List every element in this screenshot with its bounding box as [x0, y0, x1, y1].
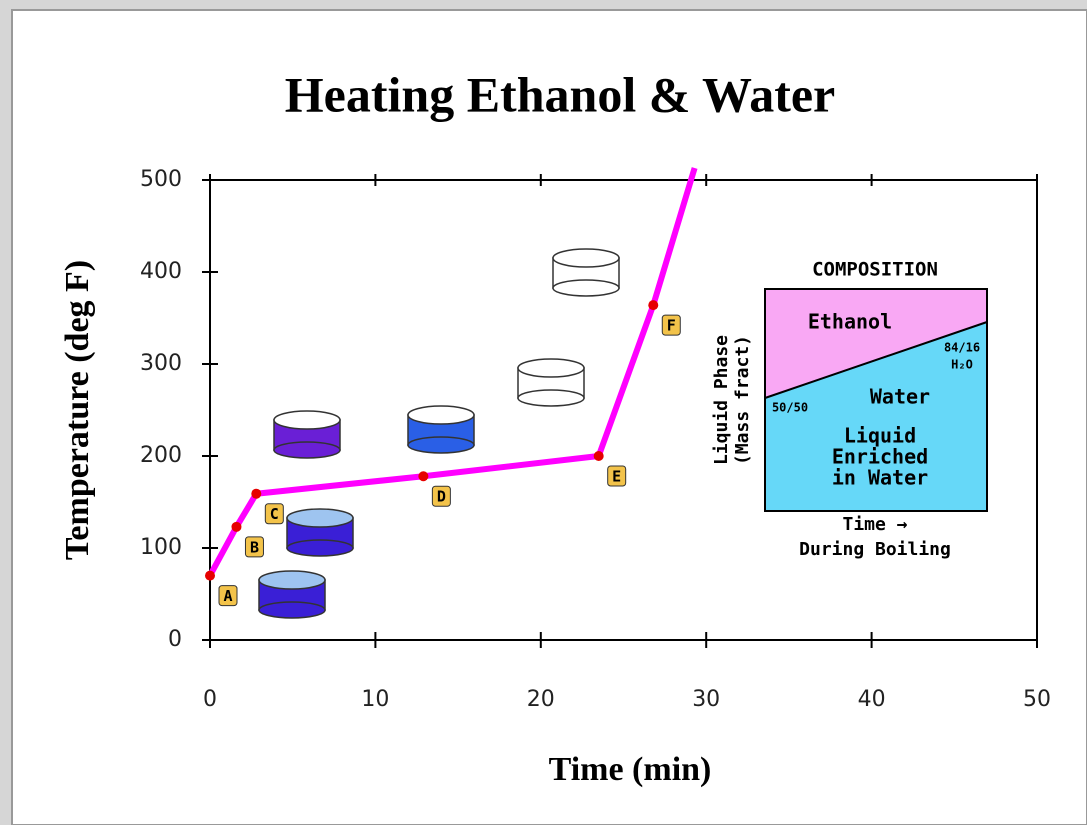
- data-point: [648, 300, 659, 311]
- x-tick-label: 20: [527, 687, 555, 712]
- ethanol-region: [765, 289, 987, 398]
- point-label-box: [264, 503, 284, 525]
- point-label-box: [661, 314, 681, 336]
- note-line: Enriched: [832, 445, 928, 469]
- x-tick-label: 10: [361, 687, 389, 712]
- note-line: in Water: [832, 466, 928, 490]
- x-tick-label: 30: [692, 687, 720, 712]
- data-point: [205, 570, 215, 581]
- beaker-c: [273, 410, 341, 459]
- beaker-b: [286, 508, 354, 557]
- ethanol-label: Ethanol: [808, 310, 892, 334]
- water-label: Water: [870, 385, 930, 409]
- water-region: [765, 322, 987, 511]
- composition-inset: COMPOSITION Ethanol Water 84/16 H₂O 50/5…: [711, 259, 988, 560]
- beaker-icons: [258, 248, 620, 619]
- point-label: B: [250, 538, 259, 556]
- note-line: Liquid: [844, 424, 916, 448]
- point-label-box: [244, 536, 264, 558]
- x-tick-label: 40: [858, 687, 886, 712]
- y-axis-label: Temperature (deg F): [59, 260, 96, 560]
- point-label: F: [667, 317, 676, 335]
- inset-y-label: Liquid Phase: [711, 335, 732, 465]
- point-label-box: [607, 465, 627, 487]
- end-species: H₂O: [951, 358, 973, 372]
- x-tick-label: 0: [203, 687, 217, 712]
- plot-frame: [209, 179, 1038, 641]
- beaker-e: [517, 358, 585, 407]
- beaker-d: [407, 405, 475, 454]
- inset-x-label: Time →: [842, 514, 907, 535]
- data-point: [251, 488, 262, 499]
- inset-y-label: (Mass fract): [732, 335, 753, 465]
- inset-title: COMPOSITION: [812, 259, 938, 281]
- data-point: [418, 471, 429, 482]
- data-point: [593, 451, 604, 461]
- inset-frame: [764, 288, 988, 512]
- inset-x-label: During Boiling: [799, 539, 951, 560]
- data-point: [231, 521, 242, 532]
- y-tick-label: 300: [140, 351, 182, 376]
- point-label: E: [612, 468, 621, 486]
- y-tick-label: 0: [168, 627, 182, 652]
- start-ratio: 50/50: [772, 401, 808, 415]
- y-tick-label: 100: [140, 535, 182, 560]
- y-tick-label: 200: [140, 443, 182, 468]
- point-label: C: [270, 505, 279, 523]
- x-tick-label: 50: [1023, 687, 1051, 712]
- y-tick-label: 400: [140, 259, 182, 284]
- point-label: A: [223, 587, 232, 605]
- beaker-f: [552, 248, 620, 297]
- point-label-box: [431, 485, 451, 507]
- beaker-a: [258, 570, 326, 619]
- end-ratio: 84/16: [944, 341, 980, 355]
- y-tick-label: 500: [140, 167, 182, 192]
- chart-title: Heating Ethanol & Water: [285, 66, 835, 122]
- x-axis-label: Time (min): [549, 751, 712, 788]
- point-label-box: [218, 585, 238, 607]
- point-label: D: [437, 488, 446, 506]
- composition-boundary: [764, 321, 988, 399]
